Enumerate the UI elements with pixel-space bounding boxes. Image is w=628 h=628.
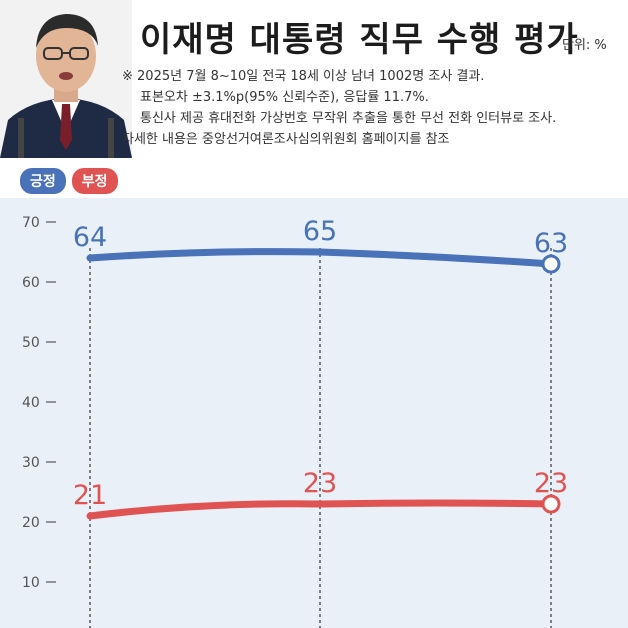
unit-label: 단위: % — [562, 38, 607, 53]
y-tick-label: 60 — [22, 275, 40, 291]
survey-notes: ※ 2025년 7월 8~10일 전국 18세 이상 남녀 1002명 조사 결… — [122, 66, 622, 150]
page-title: 이재명 대통령 직무 수행 평가 — [140, 20, 579, 60]
note-line: 표본오차 ±3.1%p(95% 신뢰수준), 응답률 11.7%. — [140, 90, 429, 105]
line-chart: 10 20 30 40 50 60 70 64 65 63 21 23 23 — [22, 215, 568, 628]
y-tick-label: 20 — [22, 515, 40, 531]
y-tick-label: 40 — [22, 395, 40, 411]
series-end-point — [541, 254, 561, 274]
data-label: 21 — [73, 480, 107, 511]
y-tick-label: 50 — [22, 335, 40, 351]
data-label: 23 — [303, 468, 337, 499]
y-tick-label: 30 — [22, 455, 40, 471]
data-label: 23 — [534, 468, 568, 499]
legend-positive: 긍정 — [20, 168, 66, 194]
legend-negative: 부정 — [71, 168, 118, 194]
chart-legend: 긍정 부정 — [20, 168, 118, 194]
series-line-positive — [86, 248, 555, 268]
chart-panel: 10 20 30 40 50 60 70 64 65 63 21 23 23 — [0, 198, 628, 628]
y-tick-label: 10 — [22, 575, 40, 591]
note-line: 자세한 내용은 중앙선거여론조사심의위원회 홈페이지를 참조 — [122, 132, 450, 147]
president-photo — [0, 0, 132, 158]
note-line: 통신사 제공 휴대전화 가상번호 무작위 추출을 통한 무선 전화 인터뷰로 조… — [140, 111, 557, 126]
data-label: 65 — [303, 216, 337, 247]
y-tick-label: 70 — [22, 215, 40, 231]
series-end-point — [541, 494, 561, 514]
data-label: 63 — [534, 228, 568, 259]
series-line-negative — [86, 499, 555, 520]
note-line: ※ 2025년 7월 8~10일 전국 18세 이상 남녀 1002명 조사 결… — [122, 69, 485, 84]
data-label: 64 — [73, 222, 107, 253]
